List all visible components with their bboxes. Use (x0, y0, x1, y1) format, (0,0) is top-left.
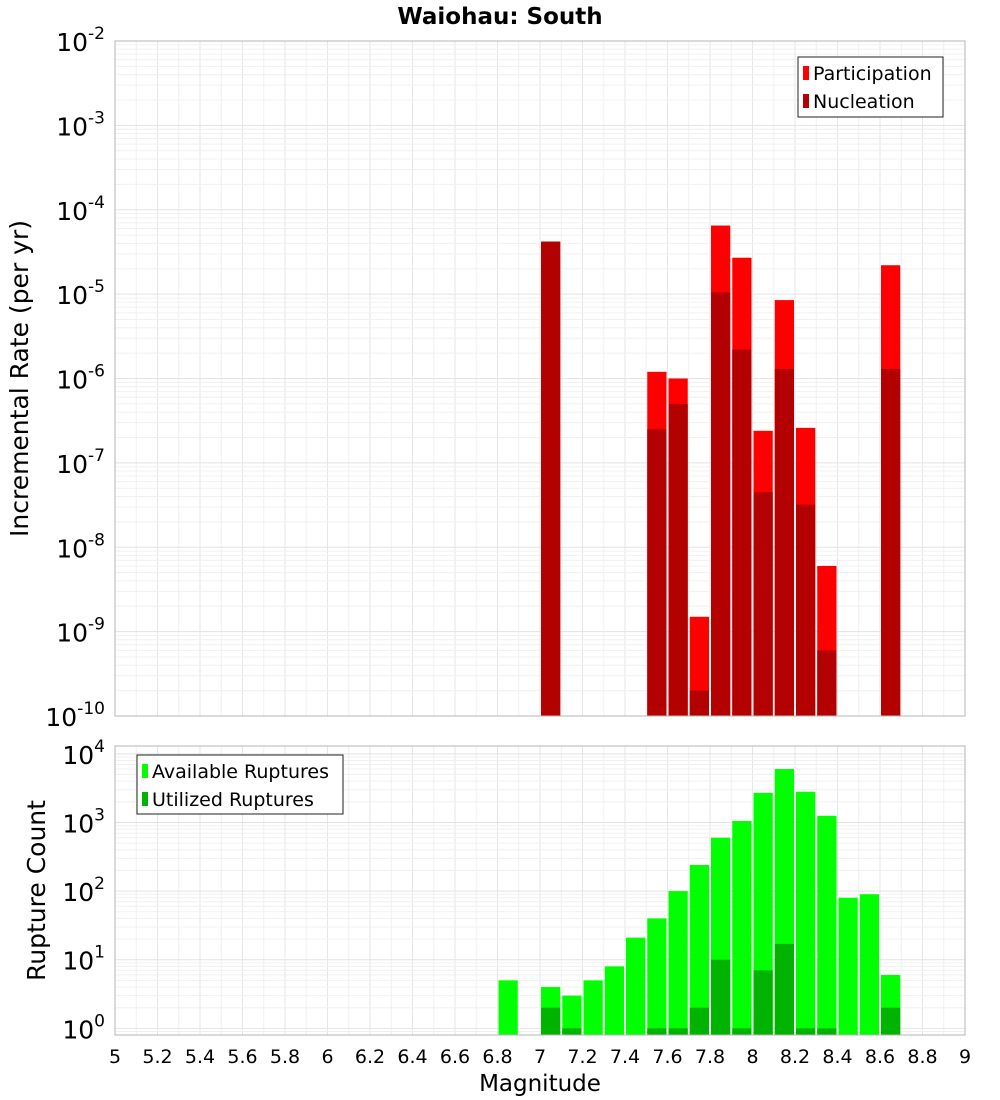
x-tick-label: 8 (746, 1046, 758, 1068)
x-tick-label: 7.4 (610, 1046, 640, 1068)
y-tick-label: 10-7 (56, 446, 105, 479)
legend-swatch (803, 94, 809, 108)
x-tick-label: 5.4 (185, 1046, 215, 1068)
x-tick-label: 5.8 (270, 1046, 300, 1068)
x-tick-label: 5 (109, 1046, 121, 1068)
x-tick-label: 8.4 (822, 1046, 852, 1068)
bar-available (838, 897, 858, 1035)
y-tick-label: 102 (62, 874, 105, 907)
y-tick-label: 100 (62, 1011, 105, 1044)
bar-available (817, 815, 837, 1035)
bar-available (583, 980, 603, 1035)
bar-available (732, 820, 752, 1035)
bar-nucleation (732, 349, 752, 716)
bar-nucleation (881, 368, 901, 716)
bar-nucleation (817, 650, 837, 716)
legend-swatch (803, 66, 809, 80)
y-tick-label: 103 (62, 805, 105, 838)
x-tick-label: 6.6 (440, 1046, 470, 1068)
x-tick-label: 9 (959, 1046, 971, 1068)
y-tick-label: 101 (62, 943, 105, 976)
legend-box (797, 56, 944, 118)
legend-swatch (142, 764, 148, 778)
x-tick-label: 6.8 (482, 1046, 512, 1068)
x-tick-label: 8.8 (907, 1046, 937, 1068)
chart-title: Waiohau: South (397, 4, 602, 30)
bar-utilized (541, 1007, 561, 1035)
legend-label: Nucleation (813, 91, 915, 113)
x-tick-label: 7.6 (652, 1046, 682, 1068)
legend-label: Participation (813, 63, 932, 85)
x-tick-label: 8.6 (865, 1046, 895, 1068)
bar-available (647, 918, 667, 1035)
bar-available (626, 937, 646, 1035)
bar-available (689, 864, 709, 1035)
bar-utilized (647, 1028, 667, 1035)
plot-frame (114, 745, 966, 1036)
bar-nucleation (774, 368, 794, 716)
bar-available (498, 980, 518, 1035)
x-tick-label: 8.2 (780, 1046, 810, 1068)
bar-available (562, 995, 582, 1035)
bar-utilized (774, 943, 794, 1035)
bar-nucleation (647, 429, 667, 716)
bar-nucleation (689, 690, 709, 716)
y-tick-label: 10-6 (56, 362, 105, 395)
legend-swatch (142, 792, 148, 806)
y-tick-label: 10-5 (56, 277, 105, 310)
bar-utilized (668, 1028, 688, 1035)
y-tick-label: 10-2 (56, 24, 105, 57)
x-tick-label: 5.6 (227, 1046, 257, 1068)
x-tick-label: 7.2 (567, 1046, 597, 1068)
legend-label: Available Ruptures (152, 761, 329, 783)
x-tick-label: 7.8 (695, 1046, 725, 1068)
y-axis-title: Rupture Count (22, 800, 51, 981)
bar-utilized (732, 1028, 752, 1035)
y-axis-title: Incremental Rate (per yr) (5, 220, 34, 537)
plot-panel-1: 100 101 102 103 104 Rupture Count 5 5.2 5.4 5.6 5.… (22, 737, 971, 1097)
bar-available (796, 791, 816, 1035)
y-tick-label: 10-8 (56, 530, 105, 563)
plot-frame (114, 40, 966, 717)
plot-panel-0: 10-10 10-9 10-8 10-7 10-6 10-5 10-4 10-3 10-2 Inc… (5, 24, 966, 732)
bar-available (668, 891, 688, 1035)
x-tick-label: 6.2 (355, 1046, 385, 1068)
bar-utilized (562, 1028, 582, 1035)
bar-utilized (689, 1007, 709, 1035)
bar-utilized (817, 1028, 837, 1035)
bar-available (604, 966, 624, 1035)
legend-box (136, 754, 344, 815)
bar-utilized (753, 970, 773, 1035)
bar-nucleation (753, 492, 773, 716)
bar-nucleation (711, 292, 731, 716)
x-tick-label: 6.4 (397, 1046, 427, 1068)
legend-label: Utilized Ruptures (152, 789, 314, 811)
y-tick-label: 10-9 (56, 615, 105, 648)
bar-utilized (796, 1028, 816, 1035)
x-axis-title: Magnitude (479, 1071, 601, 1097)
x-tick-label: 5.2 (142, 1046, 172, 1068)
bar-nucleation (668, 403, 688, 716)
y-tick-label: 10-3 (56, 108, 105, 141)
bar-nucleation (796, 504, 816, 716)
x-tick-label: 6 (321, 1046, 333, 1068)
bar-utilized (881, 1007, 901, 1035)
x-tick-label: 7 (534, 1046, 546, 1068)
y-tick-label: 10-10 (45, 699, 105, 732)
bar-utilized (711, 959, 731, 1035)
bar-available (859, 894, 879, 1035)
y-tick-label: 10-4 (56, 193, 105, 226)
y-tick-label: 104 (62, 737, 105, 770)
bar-nucleation (541, 241, 561, 717)
